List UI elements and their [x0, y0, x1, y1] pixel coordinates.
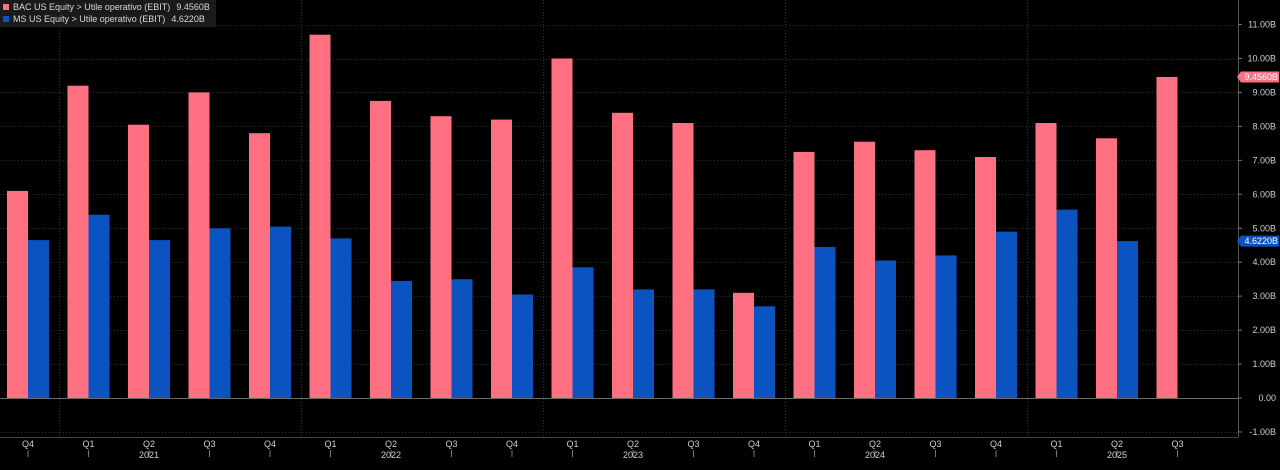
y-tick-label: 3.00B: [1252, 291, 1276, 301]
bar-ms: [451, 279, 473, 398]
x-tick-label: Q2: [869, 439, 881, 449]
last-value-text-bac: 9.4560B: [1244, 72, 1278, 82]
chart-legend: BAC US Equity > Utile operativo (EBIT) 9…: [0, 0, 216, 27]
legend-label-ms: MS US Equity > Utile operativo (EBIT): [13, 14, 166, 24]
bar-bac: [1035, 123, 1057, 398]
last-value-badge-bac: [1237, 71, 1279, 83]
bar-ms: [330, 238, 352, 398]
y-tick-label: 6.00B: [1252, 189, 1276, 199]
bar-bac: [975, 157, 996, 398]
bar-bac: [188, 92, 210, 399]
bar-ms: [28, 240, 49, 398]
x-tick-label: Q3: [1171, 439, 1183, 449]
legend-label-bac: BAC US Equity > Utile operativo (EBIT): [13, 2, 171, 12]
legend-item-ms[interactable]: MS US Equity > Utile operativo (EBIT) 4.…: [3, 13, 210, 25]
y-tick-label: 4.00B: [1252, 257, 1276, 267]
y-tick-label: 8.00B: [1252, 121, 1276, 131]
x-tick-label: Q4: [506, 439, 518, 449]
bar-ms: [572, 267, 594, 398]
bar-ms: [935, 255, 957, 398]
x-tick-label: Q4: [748, 439, 760, 449]
bar-bac: [551, 58, 573, 398]
x-tick-label: Q3: [929, 439, 941, 449]
legend-value-bac: 9.4560B: [176, 2, 210, 12]
bar-ms: [270, 226, 291, 398]
bar-bac: [793, 151, 815, 398]
bar-ms: [88, 214, 110, 398]
x-year-label: 2025: [1107, 450, 1127, 460]
bar-ms: [996, 231, 1017, 398]
x-tick-label: Q3: [687, 439, 699, 449]
bar-bac: [370, 100, 391, 399]
bar-bac: [128, 124, 149, 398]
x-tick-label: Q4: [990, 439, 1002, 449]
y-tick-label: 1.00B: [1252, 359, 1276, 369]
bar-bac: [7, 190, 28, 398]
x-tick-label: Q1: [808, 439, 820, 449]
bar-ms: [754, 306, 775, 398]
bar-bac: [1096, 138, 1117, 399]
bar-bac: [672, 123, 694, 398]
x-year-label: 2024: [865, 450, 885, 460]
bar-ms: [149, 240, 170, 398]
x-tick-label: Q1: [566, 439, 578, 449]
bar-ms: [693, 289, 715, 398]
legend-item-bac[interactable]: BAC US Equity > Utile operativo (EBIT) 9…: [3, 1, 210, 13]
bar-bac: [733, 292, 754, 398]
y-tick-label: 11.00B: [1248, 20, 1276, 30]
bar-bac: [491, 119, 512, 398]
bar-ms: [1056, 209, 1078, 398]
bar-bac: [914, 150, 936, 398]
legend-swatch-bac: [3, 4, 9, 10]
bar-bac: [249, 133, 270, 398]
x-tick-label: Q1: [1050, 439, 1062, 449]
y-tick-label: 5.00B: [1252, 223, 1276, 233]
x-tick-label: Q2: [143, 439, 155, 449]
bar-bac: [1156, 77, 1178, 398]
x-tick-label: Q2: [627, 439, 639, 449]
bar-bac: [430, 116, 452, 398]
x-tick-label: Q4: [22, 439, 34, 449]
y-tick-label: 0.00: [1258, 393, 1276, 403]
bar-ms: [512, 294, 533, 398]
bar-bac: [854, 141, 875, 398]
x-tick-label: Q1: [324, 439, 336, 449]
x-year-label: 2023: [623, 450, 643, 460]
x-tick-label: Q1: [82, 439, 94, 449]
x-year-label: 2022: [381, 450, 401, 460]
x-tick-label: Q3: [445, 439, 457, 449]
x-tick-label: Q4: [264, 439, 276, 449]
legend-swatch-ms: [3, 16, 9, 22]
last-value-text-ms: 4.6220B: [1244, 236, 1278, 246]
bar-bac: [612, 112, 633, 399]
x-tick-label: Q3: [203, 439, 215, 449]
y-tick-label: 7.00B: [1252, 155, 1276, 165]
bar-ms: [814, 246, 836, 398]
legend-value-ms: 4.6220B: [171, 14, 205, 24]
bar-ms: [875, 260, 896, 398]
y-tick-label: -1.00B: [1249, 427, 1276, 437]
bar-ms: [209, 228, 231, 399]
last-value-badge-ms: [1237, 235, 1279, 247]
bar-ms: [391, 280, 412, 398]
bar-ms: [633, 289, 654, 398]
y-tick-label: 10.00B: [1247, 54, 1276, 64]
bar-ms: [1117, 241, 1138, 398]
y-tick-label: 2.00B: [1252, 325, 1276, 335]
x-tick-label: Q2: [1111, 439, 1123, 449]
y-tick-label: 9.00B: [1252, 87, 1276, 97]
x-year-label: 2021: [139, 450, 159, 460]
bar-bac: [309, 34, 331, 398]
bar-bac: [67, 85, 89, 398]
x-tick-label: Q2: [385, 439, 397, 449]
